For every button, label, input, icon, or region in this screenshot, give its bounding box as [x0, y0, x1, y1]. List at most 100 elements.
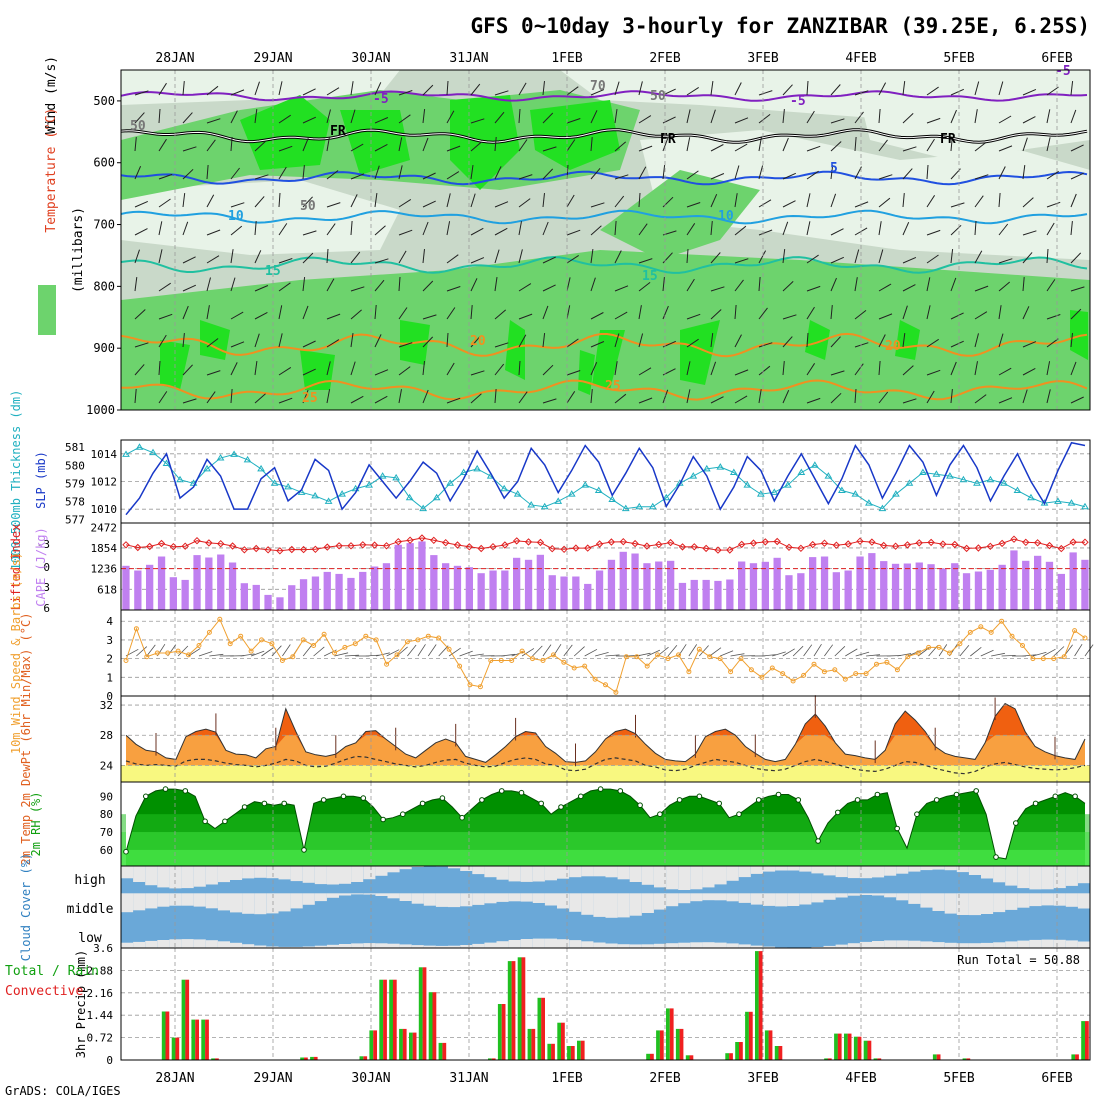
wind-speed-marker [655, 652, 661, 658]
precip-convective-bar [570, 1046, 575, 1060]
wind-barb [206, 118, 221, 124]
cloud-gap [169, 939, 182, 948]
precip-total-bar [201, 1019, 206, 1060]
wind-barb-10m [365, 654, 380, 657]
cape-bar [1081, 559, 1089, 610]
wind-barb [518, 249, 523, 264]
run-total-annotation: Run Total = 50.88 [957, 953, 1080, 967]
thickness-marker [689, 472, 698, 479]
cloud-gap [157, 893, 170, 907]
cloud-gap [702, 893, 715, 901]
lifted-index-marker [299, 545, 308, 554]
precip-total-bar [161, 1011, 166, 1060]
wind-barb [350, 194, 358, 208]
wind-axis-label: Wind (m/s) [44, 56, 59, 134]
lifted-index-marker [465, 543, 474, 551]
cloud-gap [1077, 893, 1090, 909]
thickness-marker [392, 473, 401, 481]
cloud-gap [569, 940, 582, 948]
wind-barb [1022, 116, 1036, 124]
top-date-label: 30JAN [351, 51, 390, 66]
lifted-index-marker [726, 546, 734, 554]
wind-barb-10m [573, 646, 585, 657]
cape-bar [169, 577, 177, 610]
top-date-label: 29JAN [253, 51, 292, 66]
wind-barb [446, 193, 451, 208]
lifted-index-marker [655, 540, 663, 549]
thickness-marker [527, 500, 536, 508]
wind-barb [974, 394, 987, 404]
wind-barb [782, 249, 786, 264]
wind-barb [1022, 277, 1025, 292]
cape-bar [205, 557, 213, 610]
cloud-gap [484, 893, 497, 904]
lifted-index-marker [323, 543, 332, 551]
cape-bar [655, 561, 663, 610]
cape-bar [134, 570, 142, 610]
lifted-index-marker [808, 540, 817, 549]
precip-total-bar [1081, 1021, 1085, 1060]
wind-barb [854, 90, 869, 96]
wind-barb [806, 254, 819, 264]
precip-total-bar [211, 1058, 215, 1060]
cloud-gap [968, 893, 981, 916]
wind-barb-10m [407, 644, 417, 657]
wind-barb [494, 342, 509, 348]
wind-barb [134, 90, 149, 96]
wind-barb [494, 363, 505, 376]
wind-speed-marker [342, 644, 348, 650]
cloud-gap [847, 866, 860, 879]
thickness-marker [824, 472, 833, 479]
wind-barb [278, 114, 291, 124]
cloud-gap [387, 893, 400, 899]
lifted-index-marker [406, 536, 414, 544]
temp-tick-label: 24 [100, 759, 114, 772]
wind-barb [422, 172, 436, 180]
precip-convective-bar [165, 1011, 170, 1060]
cloud-gap [981, 866, 994, 879]
cloud-gap [339, 893, 352, 896]
wind-barb-10m [897, 653, 912, 657]
wind-barb [950, 361, 957, 376]
cloud-gap [678, 942, 691, 948]
wind-speed-marker [384, 661, 390, 667]
wind-barb [134, 165, 142, 180]
wind-barb [710, 396, 724, 404]
wind-barb [230, 388, 233, 404]
lifted-index-marker [193, 536, 201, 545]
wind-barb [134, 200, 149, 208]
cloud-gap [266, 866, 279, 879]
precip-convective-bar [580, 1040, 585, 1060]
bottom-date-label: 1FEB [551, 1071, 582, 1086]
cloud-gap [932, 942, 945, 948]
lifted-index-marker [702, 544, 710, 553]
cape-lifted-index-panel: -3 0 3 6 2472 1854 1236 618 [37, 521, 1091, 615]
precip-total-bar [359, 1056, 364, 1060]
wind-barb [494, 201, 509, 208]
wind-speed-marker [634, 654, 640, 660]
thickness-marker [986, 475, 995, 483]
wind-barb [1022, 341, 1037, 348]
cape-bar [299, 579, 308, 610]
thickness-marker [1054, 497, 1062, 504]
wind-speed-marker [623, 654, 629, 660]
wind-barb [470, 165, 474, 180]
cloud-gap [690, 893, 703, 902]
thickness-marker [324, 497, 333, 504]
wind-barb [278, 81, 283, 96]
wind-barb [686, 137, 691, 152]
wind-barb [542, 284, 556, 292]
panel-frame [120, 69, 1091, 411]
precip-convective-bar [1075, 1054, 1079, 1060]
wind-barb [614, 195, 625, 208]
precip-total-bar [537, 997, 542, 1060]
wind-barb [854, 111, 864, 124]
precip-convective-bar [561, 1022, 565, 1060]
thickness-marker [338, 490, 346, 497]
lifted-index-marker [856, 537, 864, 545]
wind-barb [254, 81, 260, 96]
top-date-label: 4FEB [845, 51, 876, 66]
wind-barb [830, 84, 841, 96]
wind-barb [326, 361, 331, 376]
cloud-gap [981, 893, 994, 914]
